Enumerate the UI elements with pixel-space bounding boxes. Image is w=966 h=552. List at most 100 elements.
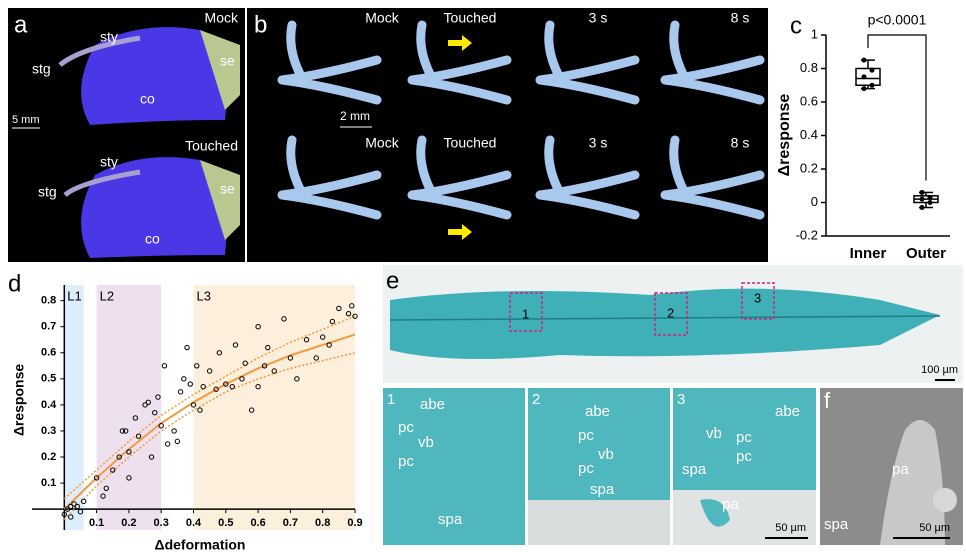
data-point: [132, 415, 139, 421]
stigma: [660, 20, 765, 105]
flower-bottom: [63, 157, 240, 258]
data-point: [232, 342, 239, 348]
stigma: [660, 135, 765, 220]
structure-label: pa: [722, 496, 739, 513]
panel-letter: b: [254, 11, 267, 38]
data-point: [148, 454, 155, 460]
region-label: L2: [100, 288, 114, 303]
data-point: [345, 310, 352, 317]
y-tick-label: -0.2: [796, 227, 818, 242]
data-point: [255, 324, 261, 330]
data-point: [171, 428, 177, 434]
data-point: [64, 506, 71, 512]
box: [855, 67, 881, 86]
y-tick-label: 0.4: [41, 399, 57, 411]
papilla: [880, 420, 945, 545]
structure-label: abe: [775, 403, 800, 420]
roi-box: [741, 282, 775, 320]
region: [96, 285, 162, 530]
data-point: [145, 399, 151, 405]
data-point: [248, 407, 255, 413]
data-point: [71, 501, 77, 507]
data-point: [239, 376, 245, 382]
data-point: [74, 503, 80, 510]
data-point: [93, 475, 100, 481]
condition-label: Mock: [365, 10, 399, 26]
x-tick-label: 0.5: [218, 517, 233, 529]
structure-label: spa: [438, 511, 463, 528]
papilla: [933, 488, 957, 512]
structure-label: pc: [736, 429, 752, 446]
x-tick-label: 0.6: [250, 517, 265, 529]
data-point: [281, 316, 287, 322]
data-point: [206, 368, 213, 374]
roi-box: [509, 292, 543, 332]
data-point: [164, 441, 171, 447]
scale-label: 100 µm: [921, 364, 958, 376]
structure-label: abe: [420, 396, 445, 413]
structure-label: pc: [398, 453, 414, 470]
data-point: [181, 376, 187, 382]
roi-label: 1: [522, 306, 529, 321]
data-point: [174, 438, 181, 445]
structure-label: se: [220, 181, 235, 197]
charts: -0.2 0 0.2 0.4 0.6 0.8 1 Δresponse Inner Outer p<0…: [11, 12, 950, 552]
panel-letter: f: [824, 388, 831, 413]
structure-label: stg: [32, 61, 51, 77]
data-point: [103, 485, 109, 491]
y-axis-label: Δresponse: [11, 364, 27, 437]
x-tick-label: 0.3: [154, 517, 169, 529]
data-point: [223, 381, 229, 387]
data-point: [187, 381, 193, 387]
data-point: [919, 205, 925, 211]
data-point: [927, 194, 933, 200]
data-point: [294, 376, 300, 382]
data-point: [869, 67, 875, 73]
sub-number: 1: [387, 391, 395, 408]
data-point: [326, 342, 332, 348]
data-point: [100, 493, 106, 499]
y-tick-label: 0.2: [41, 451, 56, 463]
x-tick-label: 0.1: [89, 517, 104, 529]
data-point: [155, 394, 161, 400]
scale-label: 2 mm: [340, 109, 370, 123]
data-point: [927, 200, 933, 205]
photo-e1: [383, 388, 525, 545]
data-point: [216, 350, 223, 356]
structure-label: pc: [398, 419, 414, 436]
data-point: [68, 503, 74, 510]
data-point: [336, 305, 342, 312]
data-point: [213, 386, 219, 392]
condition-label: Touched: [444, 10, 497, 26]
structure-label: spa: [590, 481, 615, 498]
data-point: [142, 402, 148, 408]
y-axis-label: Δresponse: [776, 94, 793, 177]
structure-label: co: [145, 231, 160, 247]
roi-label: 2: [667, 305, 674, 320]
sub-number: 2: [532, 391, 540, 408]
y-tick-label: 0: [811, 194, 818, 209]
scale-label: 50 µm: [775, 522, 806, 534]
section-line: [389, 315, 941, 321]
condition-label: 3 s: [589, 135, 608, 151]
data-point: [116, 454, 122, 460]
data-point: [313, 355, 319, 361]
significance-bracket: [867, 34, 927, 181]
y-tick-label: 0.6: [800, 93, 818, 108]
data-point: [261, 363, 268, 369]
structure-label: vb: [706, 425, 722, 442]
data-point: [152, 410, 158, 416]
data-point: [126, 449, 132, 455]
data-point: [265, 344, 271, 351]
data-point: [194, 363, 200, 369]
structure-label: vb: [598, 446, 614, 463]
structure-label: pc: [578, 460, 594, 477]
data-point: [349, 303, 355, 309]
structure-label: spa: [682, 461, 707, 478]
condition-label: Mock: [365, 135, 399, 151]
data-point: [200, 383, 206, 390]
stigma: [277, 135, 382, 220]
data-point: [80, 498, 87, 505]
data-point: [61, 511, 68, 518]
